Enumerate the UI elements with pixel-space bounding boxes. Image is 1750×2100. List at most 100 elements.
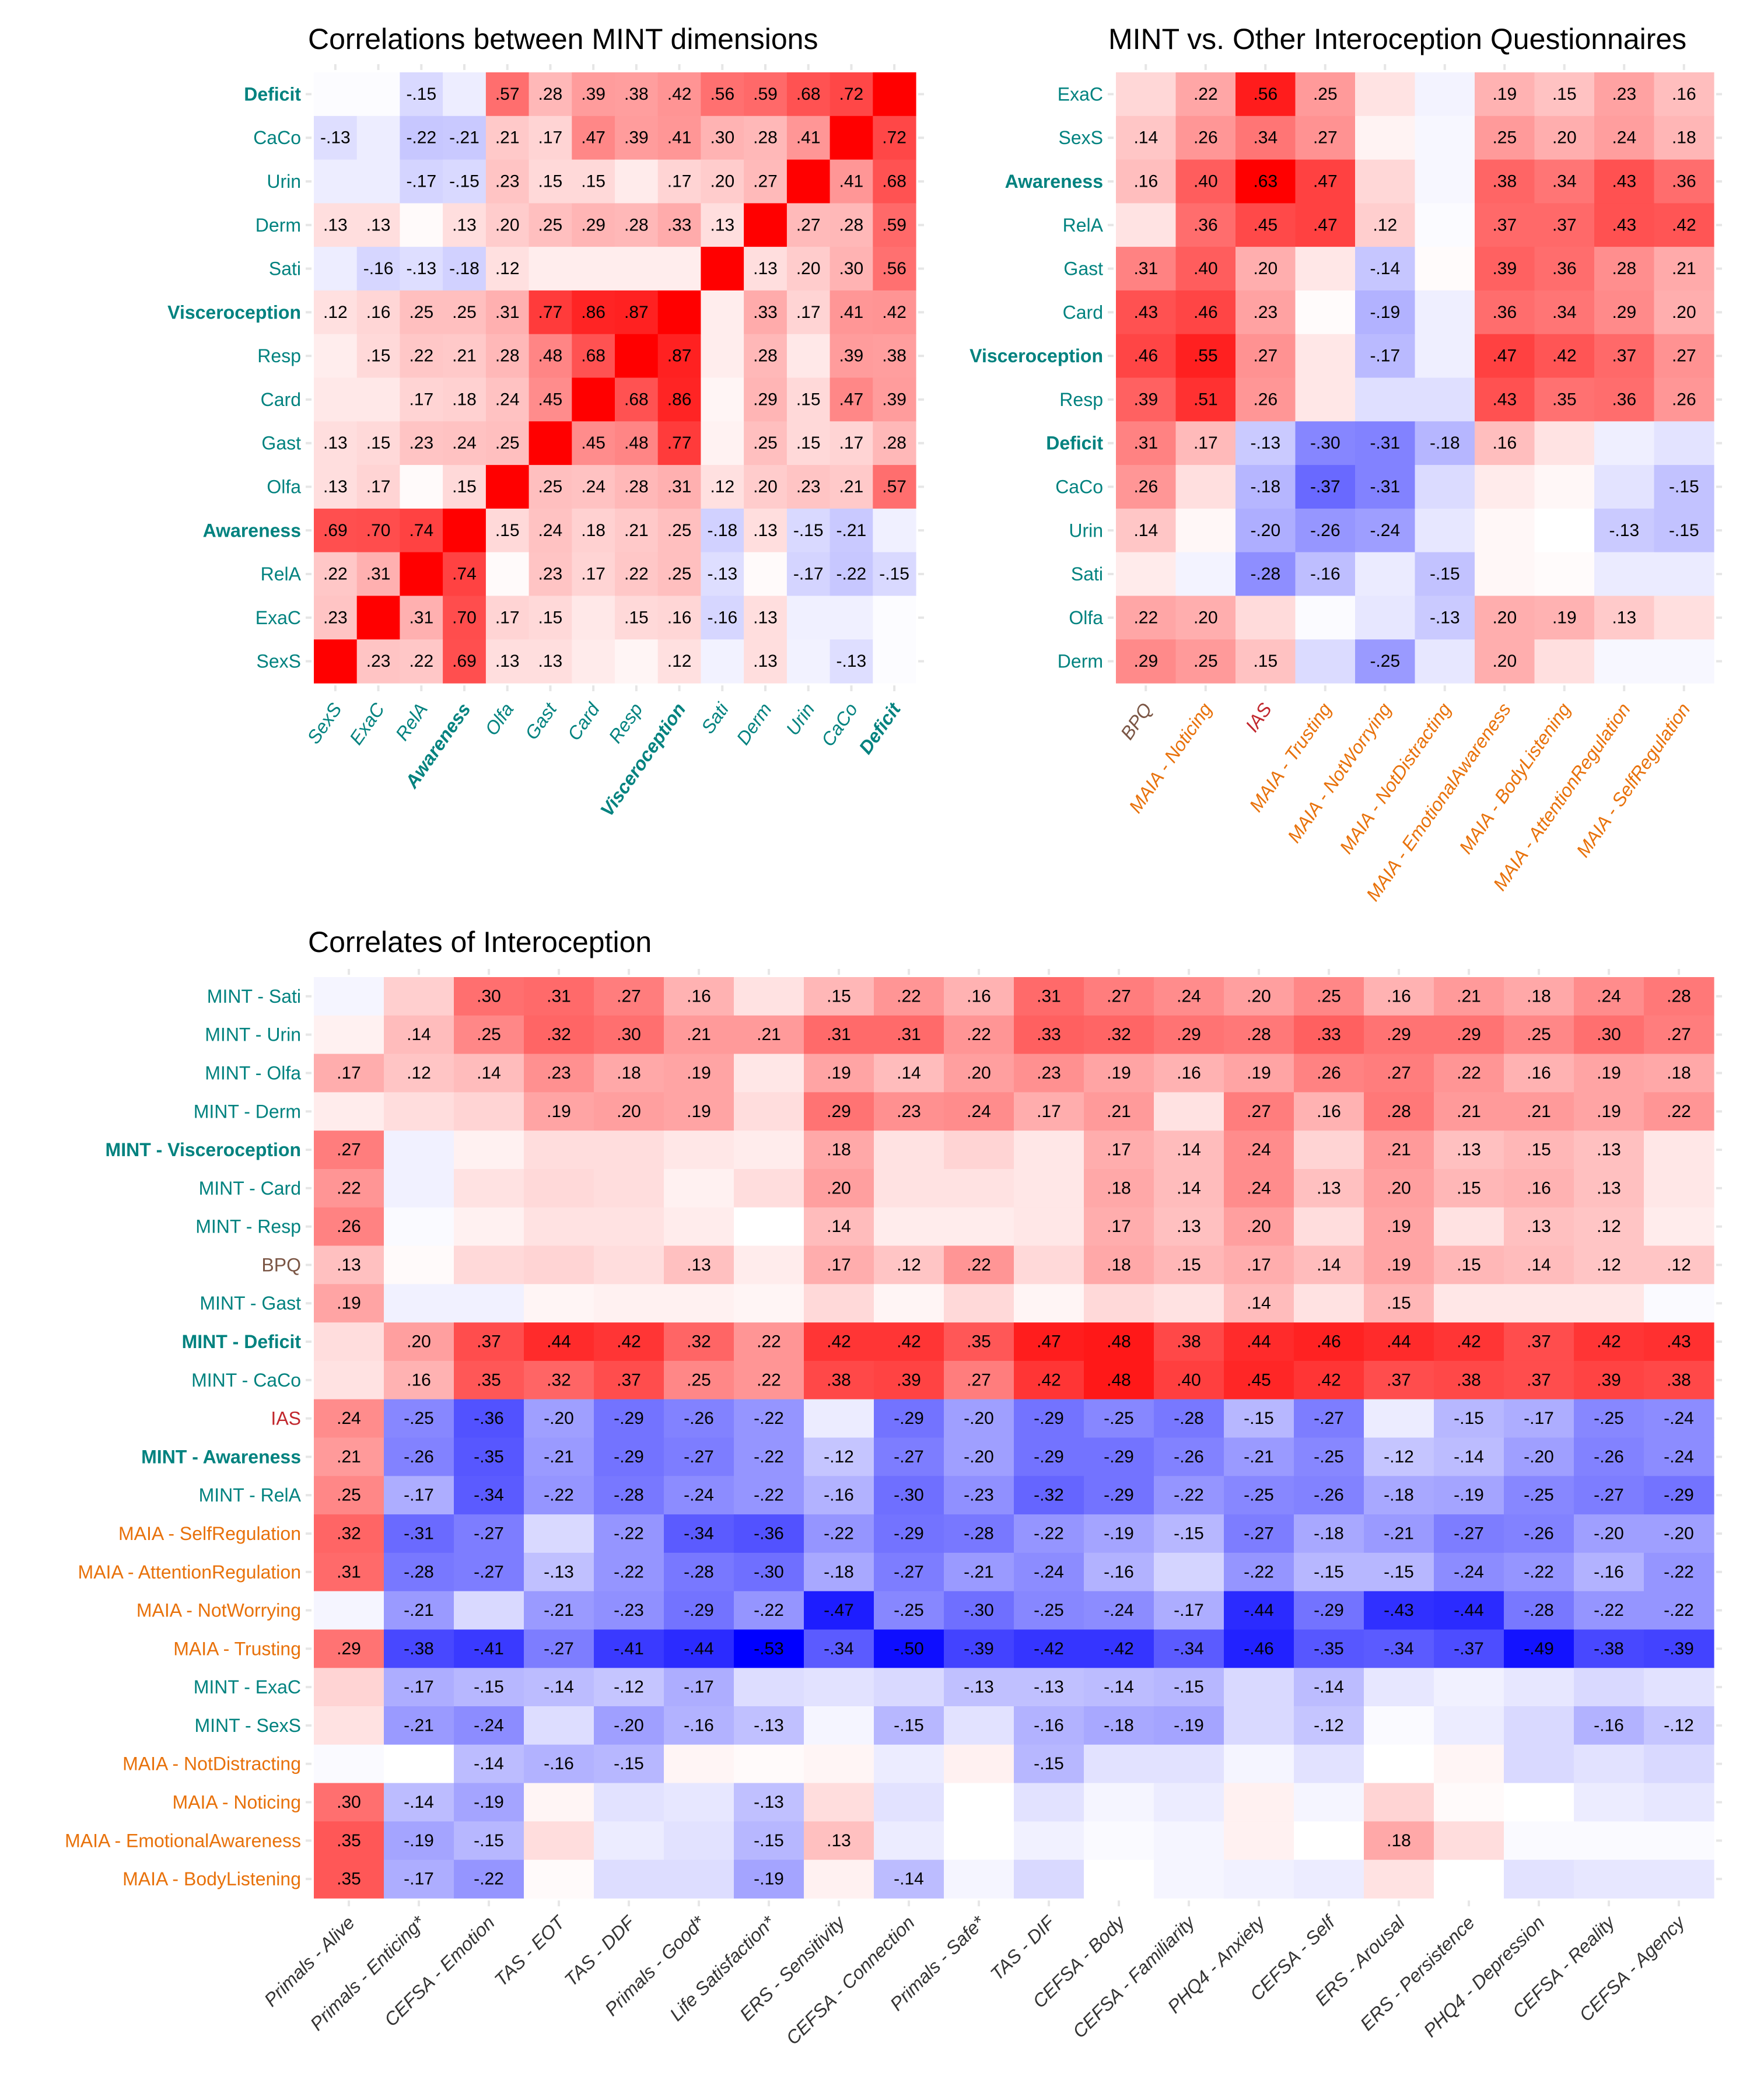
cell-value-label: .36 xyxy=(1492,303,1517,322)
heatmap-cell xyxy=(485,639,530,684)
heatmap-cell xyxy=(1295,596,1356,640)
heatmap-cell xyxy=(1594,290,1655,335)
heatmap-cell xyxy=(1084,1706,1154,1745)
heatmap-cell xyxy=(384,1092,454,1131)
heatmap-cell xyxy=(594,1629,664,1668)
heatmap-cell xyxy=(1154,1360,1224,1400)
cell-value-label: .21 xyxy=(495,128,520,148)
cell-value-label: .43 xyxy=(1667,1332,1691,1352)
x-axis-label: Deficit xyxy=(855,698,905,758)
cell-value-label: -.37 xyxy=(1310,477,1340,496)
heatmap-cell xyxy=(744,639,788,684)
heatmap-cell xyxy=(384,1015,454,1055)
heatmap-cell xyxy=(1644,1399,1714,1438)
cell-value-label: .25 xyxy=(667,565,692,584)
cell-value-label: .39 xyxy=(624,128,649,148)
heatmap-cell xyxy=(804,1092,874,1131)
heatmap-cell xyxy=(1475,72,1535,117)
heatmap-cell xyxy=(1434,1821,1504,1860)
cell-value-label: .22 xyxy=(1133,608,1158,627)
heatmap-cell xyxy=(400,116,443,160)
heatmap-cell xyxy=(1475,247,1535,291)
heatmap-cell xyxy=(443,203,487,247)
x-axis-label: CEFSA - Connection xyxy=(782,1912,919,2049)
heatmap-cell xyxy=(874,1130,944,1170)
heatmap-cell xyxy=(1415,72,1475,117)
heatmap-cell xyxy=(1175,290,1236,335)
cell-value-label: .20 xyxy=(1247,986,1271,1006)
heatmap-cell xyxy=(314,1476,384,1515)
cell-value-label: -.16 xyxy=(1104,1562,1134,1581)
heatmap-cell xyxy=(664,1860,734,1899)
heatmap-cell xyxy=(1154,1552,1224,1592)
cell-value-label: -.26 xyxy=(1174,1447,1204,1466)
cell-value-label: .68 xyxy=(581,346,606,366)
cell-value-label: .40 xyxy=(1194,172,1218,191)
heatmap-cell xyxy=(314,977,384,1016)
heatmap-cell xyxy=(874,1054,944,1093)
cell-value-label: -.16 xyxy=(707,608,737,627)
cell-value-label: -.12 xyxy=(614,1678,644,1697)
x-axis-label: CaCo xyxy=(817,699,862,750)
cell-value-label: -.15 xyxy=(1174,1678,1204,1697)
y-axis-label: MINT - Sati xyxy=(207,986,301,1007)
heatmap-cell xyxy=(454,1054,524,1093)
cell-value-label: .18 xyxy=(1387,1831,1411,1850)
cell-value-label: .47 xyxy=(581,128,606,148)
heatmap-cell xyxy=(1504,1821,1574,1860)
heatmap-cell xyxy=(1364,1860,1434,1899)
cell-value-label: .15 xyxy=(1253,652,1278,671)
cell-value-label: -.22 xyxy=(754,1447,784,1466)
heatmap-cell xyxy=(594,1744,664,1784)
cell-value-label: -.24 xyxy=(1104,1601,1134,1620)
heatmap-cell xyxy=(1434,1207,1504,1247)
y-axis-label: Deficit xyxy=(1046,433,1103,454)
heatmap-cell xyxy=(657,377,701,422)
heatmap-cell xyxy=(701,116,744,160)
heatmap-cell xyxy=(786,596,831,640)
cell-value-label: -.21 xyxy=(836,521,867,540)
cell-value-label: -.22 xyxy=(1664,1562,1694,1581)
heatmap-cell xyxy=(594,1514,664,1553)
heatmap-cell xyxy=(524,1360,594,1400)
heatmap-cell xyxy=(734,1284,804,1323)
heatmap-cell xyxy=(1236,596,1296,640)
heatmap-cell xyxy=(314,1092,384,1131)
cell-value-label: .43 xyxy=(1133,303,1158,322)
cell-value-label: -.24 xyxy=(474,1716,504,1735)
cell-value-label: -.28 xyxy=(1524,1601,1554,1620)
heatmap-cell xyxy=(1295,290,1356,335)
heatmap-cell xyxy=(1415,639,1475,684)
heatmap-cell xyxy=(572,334,615,379)
heatmap-cell xyxy=(1295,639,1356,684)
heatmap-cell xyxy=(384,1629,454,1668)
cell-value-label: .72 xyxy=(839,85,864,104)
heatmap-cell xyxy=(1175,159,1236,204)
heatmap-cell xyxy=(944,1860,1014,1899)
heatmap-cell xyxy=(1504,1284,1574,1323)
heatmap-cell xyxy=(356,72,400,117)
heatmap-cell xyxy=(1534,639,1595,684)
heatmap-cell xyxy=(594,1245,664,1284)
cell-value-label: .19 xyxy=(1492,85,1517,104)
heatmap-cell xyxy=(356,552,400,596)
cell-value-label: .27 xyxy=(1107,986,1131,1006)
heatmap-cell xyxy=(524,1169,594,1208)
heatmap-cell xyxy=(874,1552,944,1592)
heatmap-cell xyxy=(1154,1629,1224,1668)
cell-value-label: .20 xyxy=(1194,608,1218,627)
cell-value-label: -.19 xyxy=(404,1831,434,1850)
cell-value-label: -.34 xyxy=(474,1486,504,1505)
heatmap-cell xyxy=(1014,1476,1084,1515)
cell-value-label: -.21 xyxy=(404,1601,434,1620)
heatmap-cell xyxy=(454,1437,524,1476)
heatmap-cell xyxy=(1116,552,1177,596)
cell-value-label: .18 xyxy=(581,521,606,540)
cell-value-label: -.31 xyxy=(1370,433,1400,453)
heatmap-cell xyxy=(314,508,358,553)
heatmap-cell xyxy=(528,247,572,291)
cell-value-label: .37 xyxy=(477,1332,501,1352)
heatmap-cell xyxy=(734,1591,804,1630)
heatmap-cell xyxy=(1294,1322,1364,1362)
cell-value-label: -.20 xyxy=(964,1409,994,1428)
